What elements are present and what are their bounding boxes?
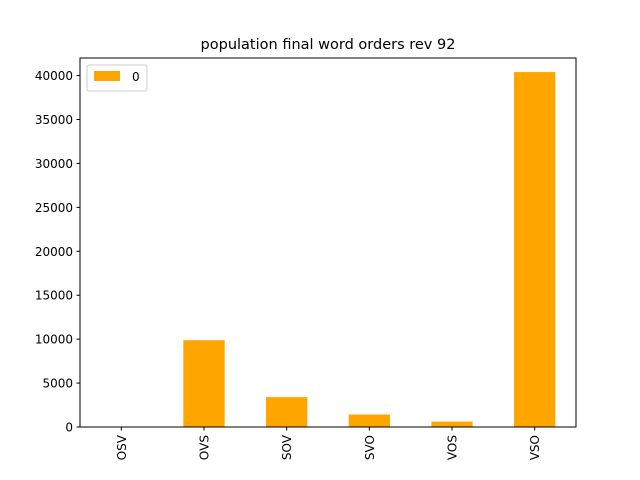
x-axis: OSV OVS SOV SVO VOS VSO <box>115 427 542 460</box>
bars-group <box>183 72 556 428</box>
x-tick-label: SOV <box>280 434 294 460</box>
bar-ovs <box>183 340 225 427</box>
x-tick-label: OVS <box>198 435 212 460</box>
x-tick-label: SVO <box>363 435 377 460</box>
x-tick-label: VOS <box>446 435 460 460</box>
y-tick-label: 35000 <box>35 113 73 127</box>
y-tick-label: 20000 <box>35 245 73 259</box>
bar-vso <box>514 72 556 428</box>
x-tick-label: OSV <box>115 434 129 460</box>
y-tick-label: 15000 <box>35 289 73 303</box>
y-tick-label: 5000 <box>42 377 73 391</box>
chart-title: population final word orders rev 92 <box>201 37 456 53</box>
y-tick-label: 0 <box>65 421 73 435</box>
bar-vos <box>431 421 473 427</box>
bar-sov <box>266 397 308 427</box>
bar-svo <box>348 414 390 427</box>
plot-area-frame <box>79 57 577 428</box>
legend-label: 0 <box>132 70 140 84</box>
y-tick-label: 25000 <box>35 201 73 215</box>
y-axis: 0 5000 10000 15000 20000 25000 30000 35000 40000 <box>35 69 80 435</box>
y-tick-label: 10000 <box>35 333 73 347</box>
y-tick-label: 30000 <box>35 157 73 171</box>
legend-swatch <box>94 71 120 81</box>
legend: 0 <box>86 64 148 92</box>
y-tick-label: 40000 <box>35 69 73 83</box>
x-tick-label: VSO <box>528 435 542 460</box>
